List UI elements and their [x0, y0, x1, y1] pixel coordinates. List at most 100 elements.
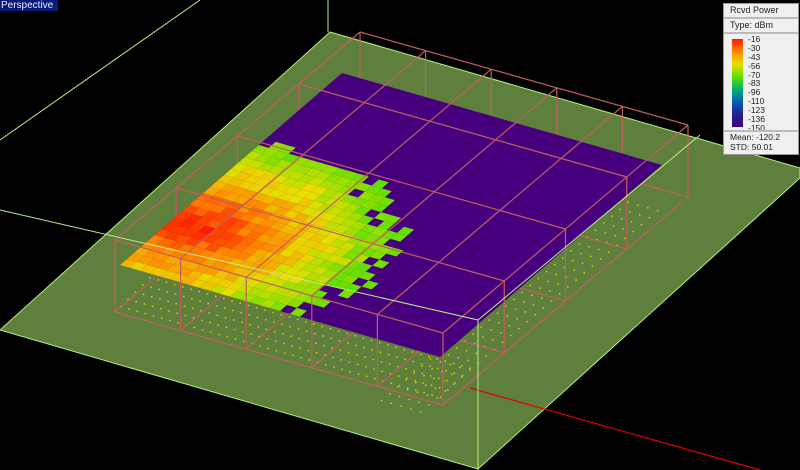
receiver-point	[173, 283, 176, 286]
heatmap-cell	[277, 168, 295, 178]
heatmap-cell	[371, 203, 388, 213]
receiver-point	[405, 368, 407, 370]
heatmap-cell	[204, 243, 222, 253]
receiver-point	[485, 355, 487, 358]
receiver-point	[441, 370, 443, 373]
heatmap-cell	[237, 260, 255, 270]
heatmap-cell	[315, 251, 333, 261]
receiver-point	[412, 360, 415, 363]
receiver-point	[513, 298, 515, 301]
heatmap-cell	[374, 212, 391, 221]
heatmap-cell	[355, 262, 373, 272]
receiver-point	[305, 330, 308, 333]
receiver-point	[428, 355, 430, 358]
heatmap-cell	[187, 246, 205, 256]
heatmap-cell	[212, 213, 230, 223]
receiver-point	[437, 367, 439, 370]
heatmap-cell	[226, 281, 244, 291]
receiver-point	[598, 248, 600, 251]
receiver-point	[257, 326, 260, 328]
receiver-point	[209, 321, 211, 324]
receiver-point	[431, 394, 433, 396]
receiver-point	[135, 300, 137, 303]
heatmap-cell	[372, 259, 390, 269]
viewport-label[interactable]: Perspective	[0, 0, 59, 11]
receiver-point	[365, 366, 367, 368]
heatmap-cell	[140, 264, 157, 274]
heatmap-cell	[217, 255, 235, 264]
heatmap-cell	[307, 177, 325, 186]
heatmap-cell	[241, 165, 258, 175]
heatmap-cell	[294, 189, 311, 198]
receiver-point	[223, 307, 226, 309]
receiver-point	[134, 291, 137, 293]
receiver-point	[483, 345, 486, 348]
legend-tick: -136	[748, 114, 766, 125]
heatmap-cell	[298, 254, 316, 264]
heatmap-cell	[250, 192, 268, 202]
receiver-point	[436, 358, 438, 360]
heatmap-cell	[318, 260, 336, 269]
receiver-point	[324, 363, 327, 366]
heatmap-cell	[202, 210, 220, 220]
receiver-point	[426, 394, 429, 396]
heatmap-cell	[331, 168, 349, 177]
receiver-point	[128, 308, 130, 310]
heatmap-cell	[361, 200, 378, 210]
receiver-point	[542, 307, 545, 309]
heatmap-cell	[184, 237, 202, 247]
receiver-point	[381, 370, 383, 373]
receiver-point	[308, 359, 310, 361]
receiver-point	[616, 244, 618, 247]
heatmap-cell	[230, 186, 248, 196]
heatmap-cell	[307, 281, 325, 290]
receiver-point	[537, 277, 540, 280]
receiver-point	[602, 222, 605, 224]
heatmap-cell	[247, 183, 265, 193]
heatmap-cell	[270, 198, 288, 208]
heatmap-cell	[164, 231, 182, 241]
heatmap-cell	[254, 177, 271, 187]
receiver-point	[151, 296, 153, 298]
heatmap-cell	[231, 163, 248, 172]
receiver-point	[430, 384, 433, 387]
receiver-point	[307, 349, 310, 352]
heatmap-cell	[345, 259, 363, 269]
heatmap-cell	[257, 186, 275, 196]
heatmap-cell	[243, 278, 261, 288]
heatmap-cell	[347, 212, 365, 222]
heatmap-cell	[300, 206, 318, 216]
heatmap-cell	[243, 198, 261, 208]
receiver-point	[419, 353, 422, 356]
receiver-point	[365, 375, 368, 378]
heatmap-cell	[235, 228, 253, 238]
receiver-point	[648, 216, 651, 219]
receiver-point	[439, 396, 442, 399]
receiver-point	[233, 319, 235, 321]
heatmap-cell	[267, 189, 285, 199]
receiver-point	[612, 225, 615, 227]
receiver-point	[455, 347, 458, 349]
receiver-point	[362, 337, 364, 339]
heatmap-cell	[356, 239, 374, 248]
heatmap-cell	[252, 225, 270, 234]
heatmap-cell	[311, 162, 329, 172]
receiver-point	[521, 291, 523, 294]
heatmap-cell	[237, 180, 255, 190]
receiver-point	[638, 214, 641, 216]
receiver-point	[144, 312, 146, 315]
receiver-point	[588, 245, 590, 248]
receiver-point	[547, 280, 549, 283]
heatmap-cell	[221, 240, 239, 250]
receiver-point	[341, 368, 343, 371]
receiver-point	[218, 333, 220, 336]
heatmap-cell	[290, 307, 307, 317]
heatmap-cell	[273, 287, 291, 297]
heatmap-cell	[210, 181, 228, 190]
receiver-point	[438, 386, 441, 389]
heatmap-cell	[331, 271, 349, 281]
receiver-point	[565, 276, 567, 278]
heatmap-cell	[256, 290, 274, 300]
